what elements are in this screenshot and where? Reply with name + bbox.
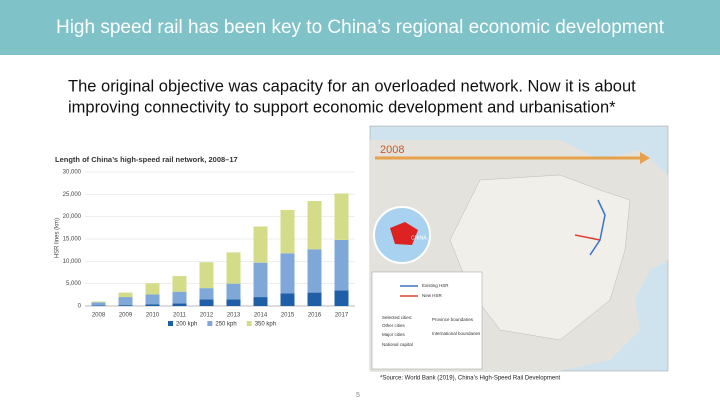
page-number: 5 (356, 392, 360, 399)
bar-segment (226, 252, 241, 284)
y-tick-label: 15,000 (63, 237, 82, 243)
map-boundary: International boundaries (432, 331, 481, 336)
bar-segment (307, 201, 322, 250)
bar-segment (226, 283, 241, 300)
legend-label: 350 kph (255, 322, 276, 328)
x-tick-label: 2012 (200, 313, 214, 319)
bar-segment (172, 303, 187, 306)
x-tick-label: 2013 (227, 313, 241, 319)
bar-segment (334, 193, 349, 240)
bar-segment (334, 239, 349, 291)
bar-segment (280, 209, 295, 254)
legend-label: 200 kph (176, 322, 197, 328)
map-city-type: Other cities (382, 323, 406, 328)
y-tick-label: 5,000 (66, 281, 82, 287)
map-cities-title: Selected cities: (382, 315, 412, 320)
x-tick-label: 2017 (335, 313, 349, 319)
x-tick-label: 2016 (308, 313, 322, 319)
y-tick-label: 20,000 (63, 214, 82, 220)
bar-segment (172, 291, 187, 304)
x-tick-label: 2015 (281, 313, 295, 319)
bar-segment (280, 253, 295, 294)
y-tick-label: 0 (78, 304, 82, 310)
map: 2008 CHINA Existing HSR New HSR Selected… (369, 125, 669, 372)
chart-title: Length of China’s high-speed rail networ… (55, 155, 238, 164)
legend-label: 250 kph (215, 322, 236, 328)
map-legend: New HSR (422, 293, 443, 298)
map-city-type: National capital (382, 342, 413, 347)
bar-segment (199, 299, 214, 306)
bar-segment (118, 292, 133, 298)
bar-segment (145, 294, 160, 305)
bar-segment (118, 297, 133, 306)
y-tick-label: 30,000 (63, 170, 82, 176)
bar-segment (145, 304, 160, 306)
legend-swatch (168, 321, 173, 326)
bar-segment (199, 262, 214, 289)
bar-segment (172, 276, 187, 292)
subtitle-line: The original objective was capacity for … (68, 77, 636, 95)
x-tick-label: 2014 (254, 313, 268, 319)
map-year: 2008 (380, 144, 404, 156)
bar-segment (118, 305, 133, 306)
map-city-type: Major cities (382, 332, 406, 337)
y-axis-label: HSR lines (km) (55, 218, 61, 258)
bar-segment (226, 299, 241, 306)
y-tick-label: 25,000 (63, 192, 82, 198)
bar-segment (253, 297, 268, 306)
bar-segment (91, 301, 106, 303)
x-tick-label: 2008 (92, 313, 106, 319)
bar-segment (307, 292, 322, 306)
map-boundary: Province boundaries (432, 317, 474, 322)
bar-segment (145, 283, 160, 295)
bar-segment (253, 226, 268, 263)
header-bar (0, 0, 720, 55)
bar-segment (334, 290, 349, 306)
legend-swatch (207, 321, 213, 326)
x-tick-label: 2009 (119, 313, 133, 319)
bar-segment (307, 249, 322, 293)
subtitle-line: improving connectivity to support econom… (68, 98, 616, 116)
bar-segment (199, 288, 214, 300)
y-tick-label: 10,000 (63, 259, 82, 265)
map-country: CHINA (411, 235, 427, 241)
slide-title: High speed rail has been key to China’s … (56, 17, 665, 38)
x-tick-label: 2010 (146, 313, 160, 319)
bar-segment (253, 262, 268, 298)
bar-segment (91, 302, 106, 306)
legend-swatch (246, 321, 252, 326)
map-legend: Existing HSR (422, 283, 449, 288)
x-tick-label: 2011 (173, 313, 187, 319)
bar-segment (280, 293, 295, 306)
source-note: *Source: World Bank (2019), China’s High… (380, 376, 561, 382)
